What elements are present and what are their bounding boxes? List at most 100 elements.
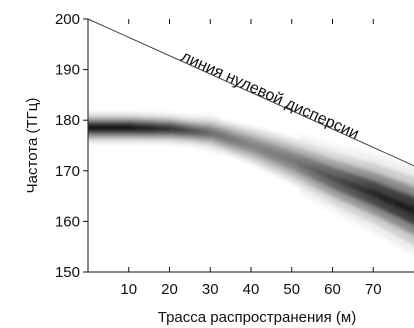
- heat-cell: [224, 144, 227, 149]
- heat-cell: [175, 120, 179, 125]
- heat-cell: [124, 126, 128, 130]
- heat-cell: [175, 134, 179, 139]
- heat-cell: [301, 168, 305, 176]
- heat-cell: [373, 197, 376, 207]
- heat-cell: [411, 215, 414, 226]
- heat-cell: [193, 125, 197, 130]
- heat-cell: [269, 132, 272, 138]
- heat-cell: [306, 177, 309, 184]
- heat-cell: [365, 186, 368, 195]
- heat-cell: [352, 181, 356, 191]
- heat-cell: [301, 135, 305, 142]
- heat-cell: [100, 122, 103, 127]
- heat-cell: [151, 115, 154, 120]
- heat-cell: [350, 205, 354, 214]
- heat-cell: [167, 119, 170, 124]
- heat-cell: [391, 206, 395, 216]
- heat-cell: [102, 136, 105, 141]
- heat-cell: [273, 150, 276, 157]
- heat-cell: [171, 113, 174, 117]
- heat-cell: [246, 151, 250, 158]
- heat-cell: [183, 114, 187, 118]
- x-tick-label: 60: [324, 281, 341, 298]
- heat-cell: [226, 149, 229, 154]
- heat-cell: [379, 227, 382, 236]
- heat-cell: [212, 148, 215, 153]
- heat-cell: [151, 112, 154, 116]
- heat-cell: [149, 130, 152, 134]
- heat-cell: [387, 186, 390, 196]
- heat-cell: [218, 124, 221, 129]
- heat-cell: [277, 170, 280, 177]
- heat-cell: [371, 205, 374, 215]
- heat-cell: [214, 127, 217, 133]
- heat-cell: [189, 139, 193, 144]
- heat-cell: [212, 143, 215, 149]
- heat-cell: [106, 122, 109, 127]
- heat-cell: [175, 141, 179, 146]
- heat-cell: [110, 136, 113, 141]
- heat-cell: [189, 129, 193, 133]
- heat-cell: [169, 119, 172, 124]
- heat-cell: [126, 136, 130, 141]
- heat-cell: [212, 135, 215, 140]
- heat-cell: [346, 203, 350, 212]
- heat-cell: [301, 181, 305, 189]
- heat-cell: [187, 135, 191, 140]
- heat-cell: [330, 143, 333, 152]
- heat-cell: [138, 126, 142, 130]
- heat-cell: [265, 131, 268, 137]
- heat-cell: [218, 150, 221, 155]
- heat-cell: [251, 148, 254, 154]
- heat-cell: [96, 122, 99, 127]
- heat-cell: [281, 141, 284, 148]
- heat-cell: [263, 141, 266, 148]
- heat-cell: [297, 173, 301, 180]
- heat-cell: [316, 167, 319, 175]
- heat-cell: [242, 155, 246, 161]
- heat-cell: [216, 136, 219, 142]
- heat-cell: [354, 190, 358, 199]
- heat-cell: [220, 142, 223, 148]
- heat-cell: [322, 199, 325, 207]
- heat-cell: [238, 129, 242, 135]
- heat-cell: [342, 162, 346, 171]
- heat-cell: [348, 148, 352, 157]
- heat-cell: [149, 133, 152, 138]
- heat-cell: [114, 126, 117, 130]
- heat-cell: [108, 140, 111, 144]
- heat-cell: [275, 169, 278, 176]
- heat-cell: [375, 172, 378, 182]
- heat-cell: [373, 154, 376, 164]
- heat-cell: [332, 159, 335, 168]
- heat-cell: [126, 133, 130, 137]
- heat-cell: [401, 201, 405, 211]
- heat-cell: [324, 156, 327, 164]
- heat-cell: [136, 136, 140, 141]
- heat-cell: [375, 198, 378, 208]
- heat-cell: [112, 111, 115, 116]
- heat-cell: [151, 140, 154, 145]
- heat-cell: [147, 137, 150, 141]
- heat-cell: [334, 160, 337, 168]
- heat-cell: [267, 154, 270, 161]
- heat-cell: [279, 171, 282, 178]
- heat-cell: [411, 234, 414, 245]
- heat-cell: [281, 159, 284, 167]
- heat-cell: [375, 216, 378, 225]
- heat-cell: [171, 127, 174, 131]
- heat-cell: [204, 138, 207, 143]
- heat-cell: [308, 150, 311, 158]
- heat-cell: [338, 176, 342, 185]
- heat-cell: [259, 134, 262, 141]
- heat-cell: [326, 194, 329, 202]
- heat-cell: [175, 124, 179, 128]
- heat-cell: [369, 162, 372, 171]
- heat-cell: [216, 124, 219, 129]
- heat-cell: [130, 136, 134, 141]
- heat-cell: [295, 165, 299, 173]
- heat-cell: [363, 185, 366, 194]
- heat-cell: [342, 193, 346, 202]
- heat-cell: [371, 214, 374, 223]
- heat-cell: [124, 140, 128, 144]
